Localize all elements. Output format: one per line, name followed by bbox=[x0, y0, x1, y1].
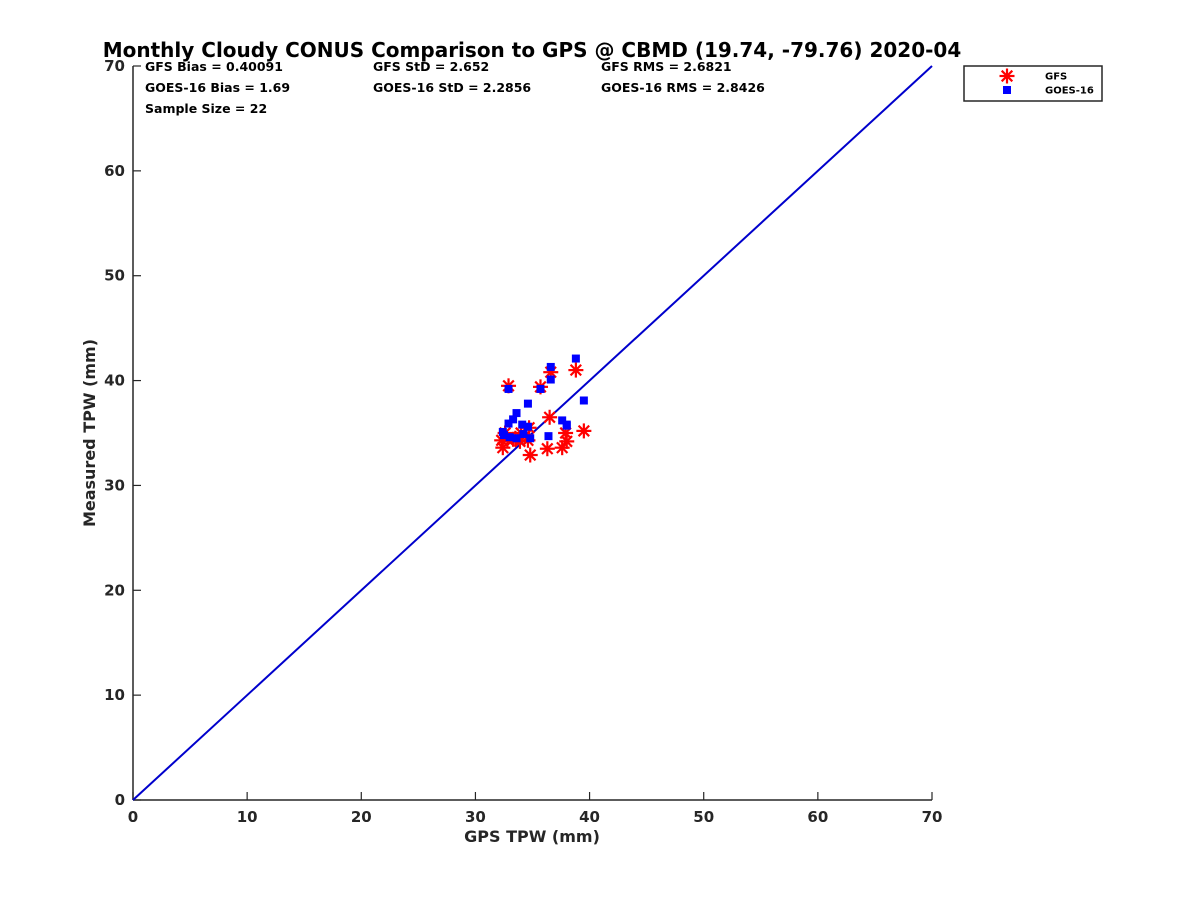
goes16-point bbox=[544, 432, 553, 441]
y-axis-title: Measured TPW (mm) bbox=[80, 339, 99, 527]
y-tick-label: 10 bbox=[104, 686, 125, 704]
gfs-point bbox=[539, 441, 555, 457]
chart-title: Monthly Cloudy CONUS Comparison to GPS @… bbox=[103, 38, 962, 62]
goes16-point bbox=[579, 396, 588, 405]
x-tick-label: 60 bbox=[807, 808, 828, 826]
gfs-point bbox=[576, 423, 592, 439]
legend-label: GOES-16 bbox=[1045, 86, 1094, 97]
goes16-point bbox=[546, 362, 555, 371]
legend-marker-goes16 bbox=[1003, 86, 1011, 94]
data-points bbox=[494, 354, 592, 463]
legend-box bbox=[963, 65, 1103, 102]
goes16-point bbox=[512, 434, 521, 443]
y-tick-label: 30 bbox=[104, 476, 125, 494]
x-tick-label: 40 bbox=[579, 808, 600, 826]
stat-text: GOES-16 StD = 2.2856 bbox=[373, 80, 531, 95]
stat-text: GOES-16 Bias = 1.69 bbox=[145, 80, 290, 95]
goes16-point bbox=[536, 384, 545, 393]
goes16-point bbox=[499, 431, 508, 440]
goes16-point bbox=[523, 399, 532, 408]
y-tick-label: 50 bbox=[104, 267, 125, 285]
goes16-point bbox=[546, 375, 555, 384]
y-tick-label: 0 bbox=[115, 791, 125, 809]
y-tick-label: 70 bbox=[104, 57, 125, 75]
stats-annotations: GFS Bias = 0.40091 GFS StD = 2.652 GFS RMS… bbox=[145, 59, 765, 116]
stat-text: GFS StD = 2.652 bbox=[373, 59, 489, 74]
axes: 0 10 20 30 40 50 60 70 0 10 20 30 40 50 60 70 bbox=[104, 57, 942, 826]
stat-text: GOES-16 RMS = 2.8426 bbox=[601, 80, 765, 95]
stat-text: Sample Size = 22 bbox=[145, 101, 267, 116]
gfs-point bbox=[568, 362, 584, 378]
x-tick-label: 30 bbox=[465, 808, 486, 826]
goes16-point bbox=[562, 420, 571, 429]
stat-text: GFS Bias = 0.40091 bbox=[145, 59, 283, 74]
goes16-point bbox=[505, 433, 514, 442]
x-tick-label: 50 bbox=[693, 808, 714, 826]
legend-label: GFS bbox=[1045, 72, 1067, 83]
goes16-point bbox=[558, 416, 567, 425]
reference-line-layer bbox=[132, 65, 933, 801]
goes16-point bbox=[504, 384, 513, 393]
legend-marker-gfs bbox=[999, 68, 1015, 84]
goes16-point bbox=[519, 430, 528, 439]
x-tick-label: 70 bbox=[922, 808, 943, 826]
x-tick-label: 10 bbox=[237, 808, 258, 826]
goes16-point bbox=[523, 422, 532, 431]
goes16-point bbox=[509, 415, 518, 424]
goes16-point bbox=[504, 419, 513, 428]
goes16-point bbox=[512, 409, 521, 418]
y-tick-label: 60 bbox=[104, 162, 125, 180]
x-tick-label: 0 bbox=[128, 808, 138, 826]
stat-text: GFS RMS = 2.6821 bbox=[601, 59, 732, 74]
x-tick-label: 20 bbox=[351, 808, 372, 826]
goes16-point bbox=[526, 434, 535, 443]
x-axis-title: GPS TPW (mm) bbox=[464, 827, 600, 846]
gfs-point bbox=[522, 447, 538, 463]
legend: GFS GOES-16 bbox=[963, 65, 1103, 102]
goes16-point bbox=[571, 354, 580, 363]
reference-line bbox=[132, 65, 933, 801]
goes16-point bbox=[518, 420, 527, 429]
gfs-point bbox=[542, 409, 558, 425]
y-tick-label: 20 bbox=[104, 581, 125, 599]
y-tick-label: 40 bbox=[104, 372, 125, 390]
